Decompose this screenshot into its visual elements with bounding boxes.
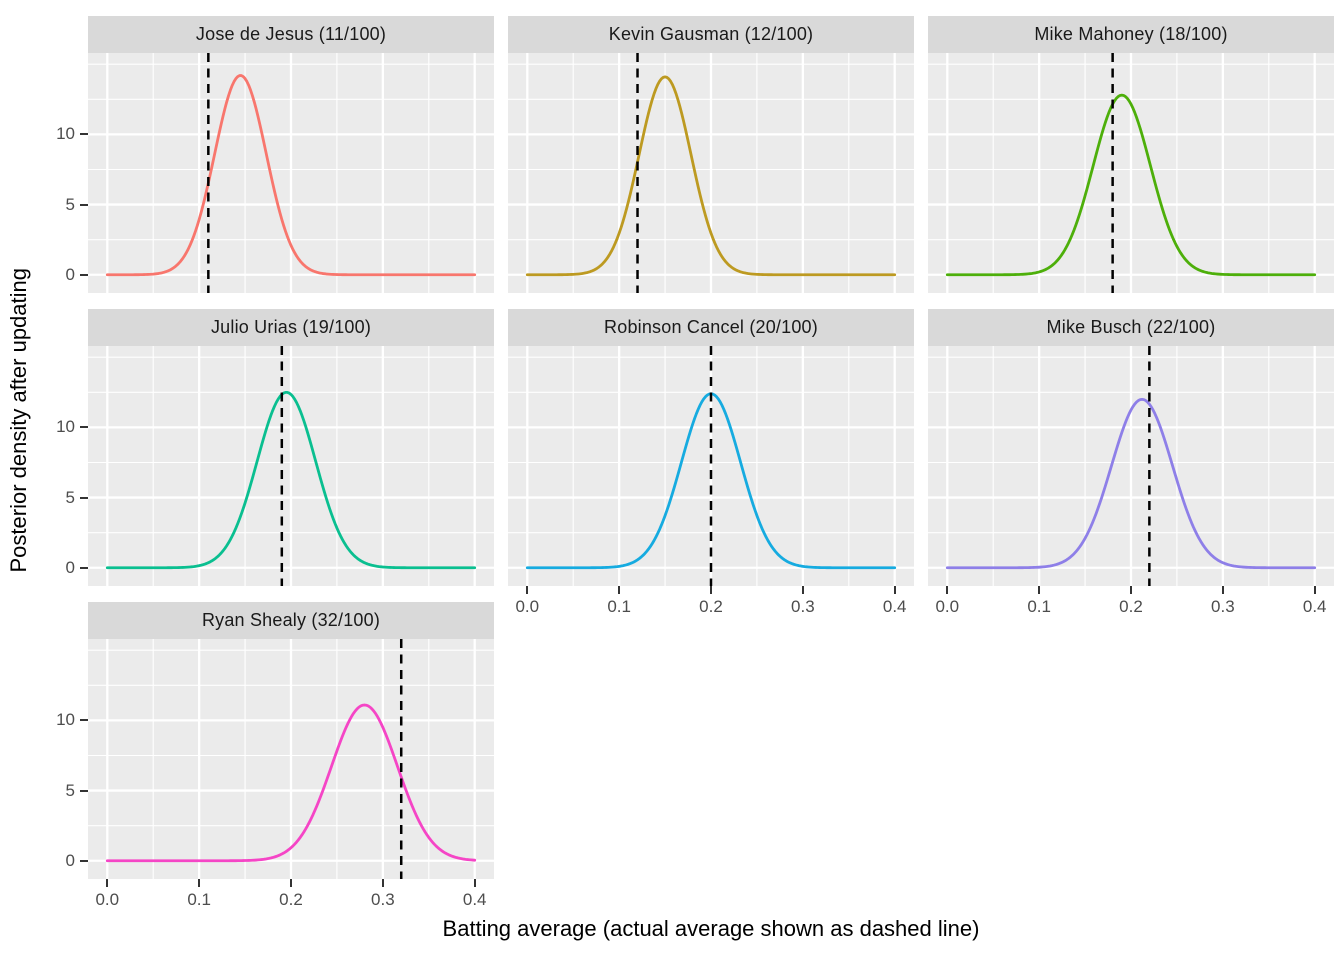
facet-strip: Robinson Cancel (20/100) bbox=[508, 309, 914, 346]
facet-title: Jose de Jesus (11/100) bbox=[195, 24, 387, 44]
x-axis-tick-mark bbox=[106, 879, 109, 887]
facet-panel bbox=[508, 53, 914, 293]
y-axis-tick-mark bbox=[80, 273, 88, 276]
facet-strip: Ryan Shealy (32/100) bbox=[88, 602, 494, 639]
x-axis-tick-mark bbox=[1038, 586, 1041, 594]
y-axis-tick-mark bbox=[80, 133, 88, 136]
facet-title: Julio Urias (19/100) bbox=[210, 317, 372, 337]
facet-title: Kevin Gausman (12/100) bbox=[608, 24, 814, 44]
x-axis-tick-label: 0.0 bbox=[95, 890, 120, 909]
x-axis-tick-label: 0.2 bbox=[699, 597, 723, 616]
y-axis-tick-label: 5 bbox=[65, 780, 75, 800]
x-axis-tick-label: 0.1 bbox=[187, 890, 211, 909]
x-axis-title: Batting average (actual average shown as… bbox=[442, 916, 980, 941]
density-curve bbox=[105, 74, 477, 277]
x-axis-tick-mark bbox=[473, 879, 476, 887]
y-axis-tick-label: 0 bbox=[65, 264, 75, 284]
x-axis-tick-mark bbox=[1221, 586, 1224, 594]
x-axis-tick-label: 0.0 bbox=[515, 597, 540, 616]
x-axis-tick-label: 0.3 bbox=[791, 597, 815, 616]
facet-strip: Julio Urias (19/100) bbox=[88, 309, 494, 346]
y-axis-tick-mark bbox=[80, 859, 88, 862]
facet-panel bbox=[88, 53, 494, 293]
density-curve bbox=[945, 397, 1317, 570]
facet-title: Mike Mahoney (18/100) bbox=[1034, 24, 1228, 44]
x-axis-tick-mark bbox=[710, 586, 712, 594]
facet-panel bbox=[88, 639, 494, 879]
facet-strip: Mike Busch (22/100) bbox=[928, 309, 1334, 346]
facet-strip: Mike Mahoney (18/100) bbox=[928, 16, 1334, 53]
x-axis-tick-mark bbox=[381, 879, 384, 887]
x-axis-tick-label: 0.1 bbox=[607, 597, 631, 616]
x-axis-tick-label: 0.4 bbox=[462, 890, 487, 909]
x-axis-tick-label: 0.2 bbox=[279, 890, 303, 909]
y-axis-tick-label: 10 bbox=[56, 710, 75, 730]
x-axis-tick-label: 0.3 bbox=[1211, 597, 1235, 616]
y-axis-tick-mark bbox=[80, 789, 88, 792]
facet-panel bbox=[928, 53, 1334, 293]
x-axis-tick-mark bbox=[1313, 586, 1316, 594]
density-curve bbox=[105, 391, 477, 570]
x-axis-tick-mark bbox=[893, 586, 896, 594]
facet-title: Robinson Cancel (20/100) bbox=[604, 317, 818, 337]
facet-strip: Jose de Jesus (11/100) bbox=[88, 16, 494, 53]
y-axis-tick-mark bbox=[80, 496, 88, 499]
y-axis-tick-label: 0 bbox=[65, 557, 75, 577]
y-axis-tick-label: 10 bbox=[56, 417, 75, 437]
y-axis-tick-label: 0 bbox=[65, 850, 75, 870]
x-axis-tick-label: 0.4 bbox=[882, 597, 907, 616]
x-axis-tick-mark bbox=[618, 586, 621, 594]
x-axis-tick-mark bbox=[946, 586, 949, 594]
x-axis-tick-label: 0.2 bbox=[1119, 597, 1143, 616]
y-axis-tick-label: 5 bbox=[65, 487, 75, 507]
y-axis-title: Posterior density after updating bbox=[6, 268, 31, 573]
y-axis-tick-label: 5 bbox=[65, 194, 75, 214]
x-axis-tick-mark bbox=[198, 879, 201, 887]
y-axis-tick-mark bbox=[80, 566, 88, 569]
x-axis-tick-mark bbox=[526, 586, 529, 594]
x-axis-tick-mark bbox=[801, 586, 804, 594]
x-axis-tick-mark bbox=[290, 879, 292, 887]
facet-panel bbox=[508, 346, 914, 586]
y-axis-tick-mark bbox=[80, 203, 88, 206]
density-curve bbox=[525, 75, 897, 277]
facet-panel bbox=[928, 346, 1334, 586]
y-axis-tick-mark bbox=[80, 426, 88, 429]
facet-panel bbox=[88, 346, 494, 586]
facet-title: Mike Busch (22/100) bbox=[1046, 317, 1216, 337]
y-axis-tick-mark bbox=[80, 719, 88, 722]
y-axis-tick-label: 10 bbox=[56, 124, 75, 144]
x-axis-tick-mark bbox=[1130, 586, 1132, 594]
facet-title: Ryan Shealy (32/100) bbox=[201, 610, 381, 630]
facet-strip: Kevin Gausman (12/100) bbox=[508, 16, 914, 53]
density-curve bbox=[105, 703, 477, 863]
density-curve bbox=[945, 93, 1317, 277]
x-axis-tick-label: 0.1 bbox=[1027, 597, 1051, 616]
x-axis-tick-label: 0.3 bbox=[371, 890, 395, 909]
x-axis-tick-label: 0.4 bbox=[1302, 597, 1327, 616]
x-axis-tick-label: 0.0 bbox=[935, 597, 960, 616]
